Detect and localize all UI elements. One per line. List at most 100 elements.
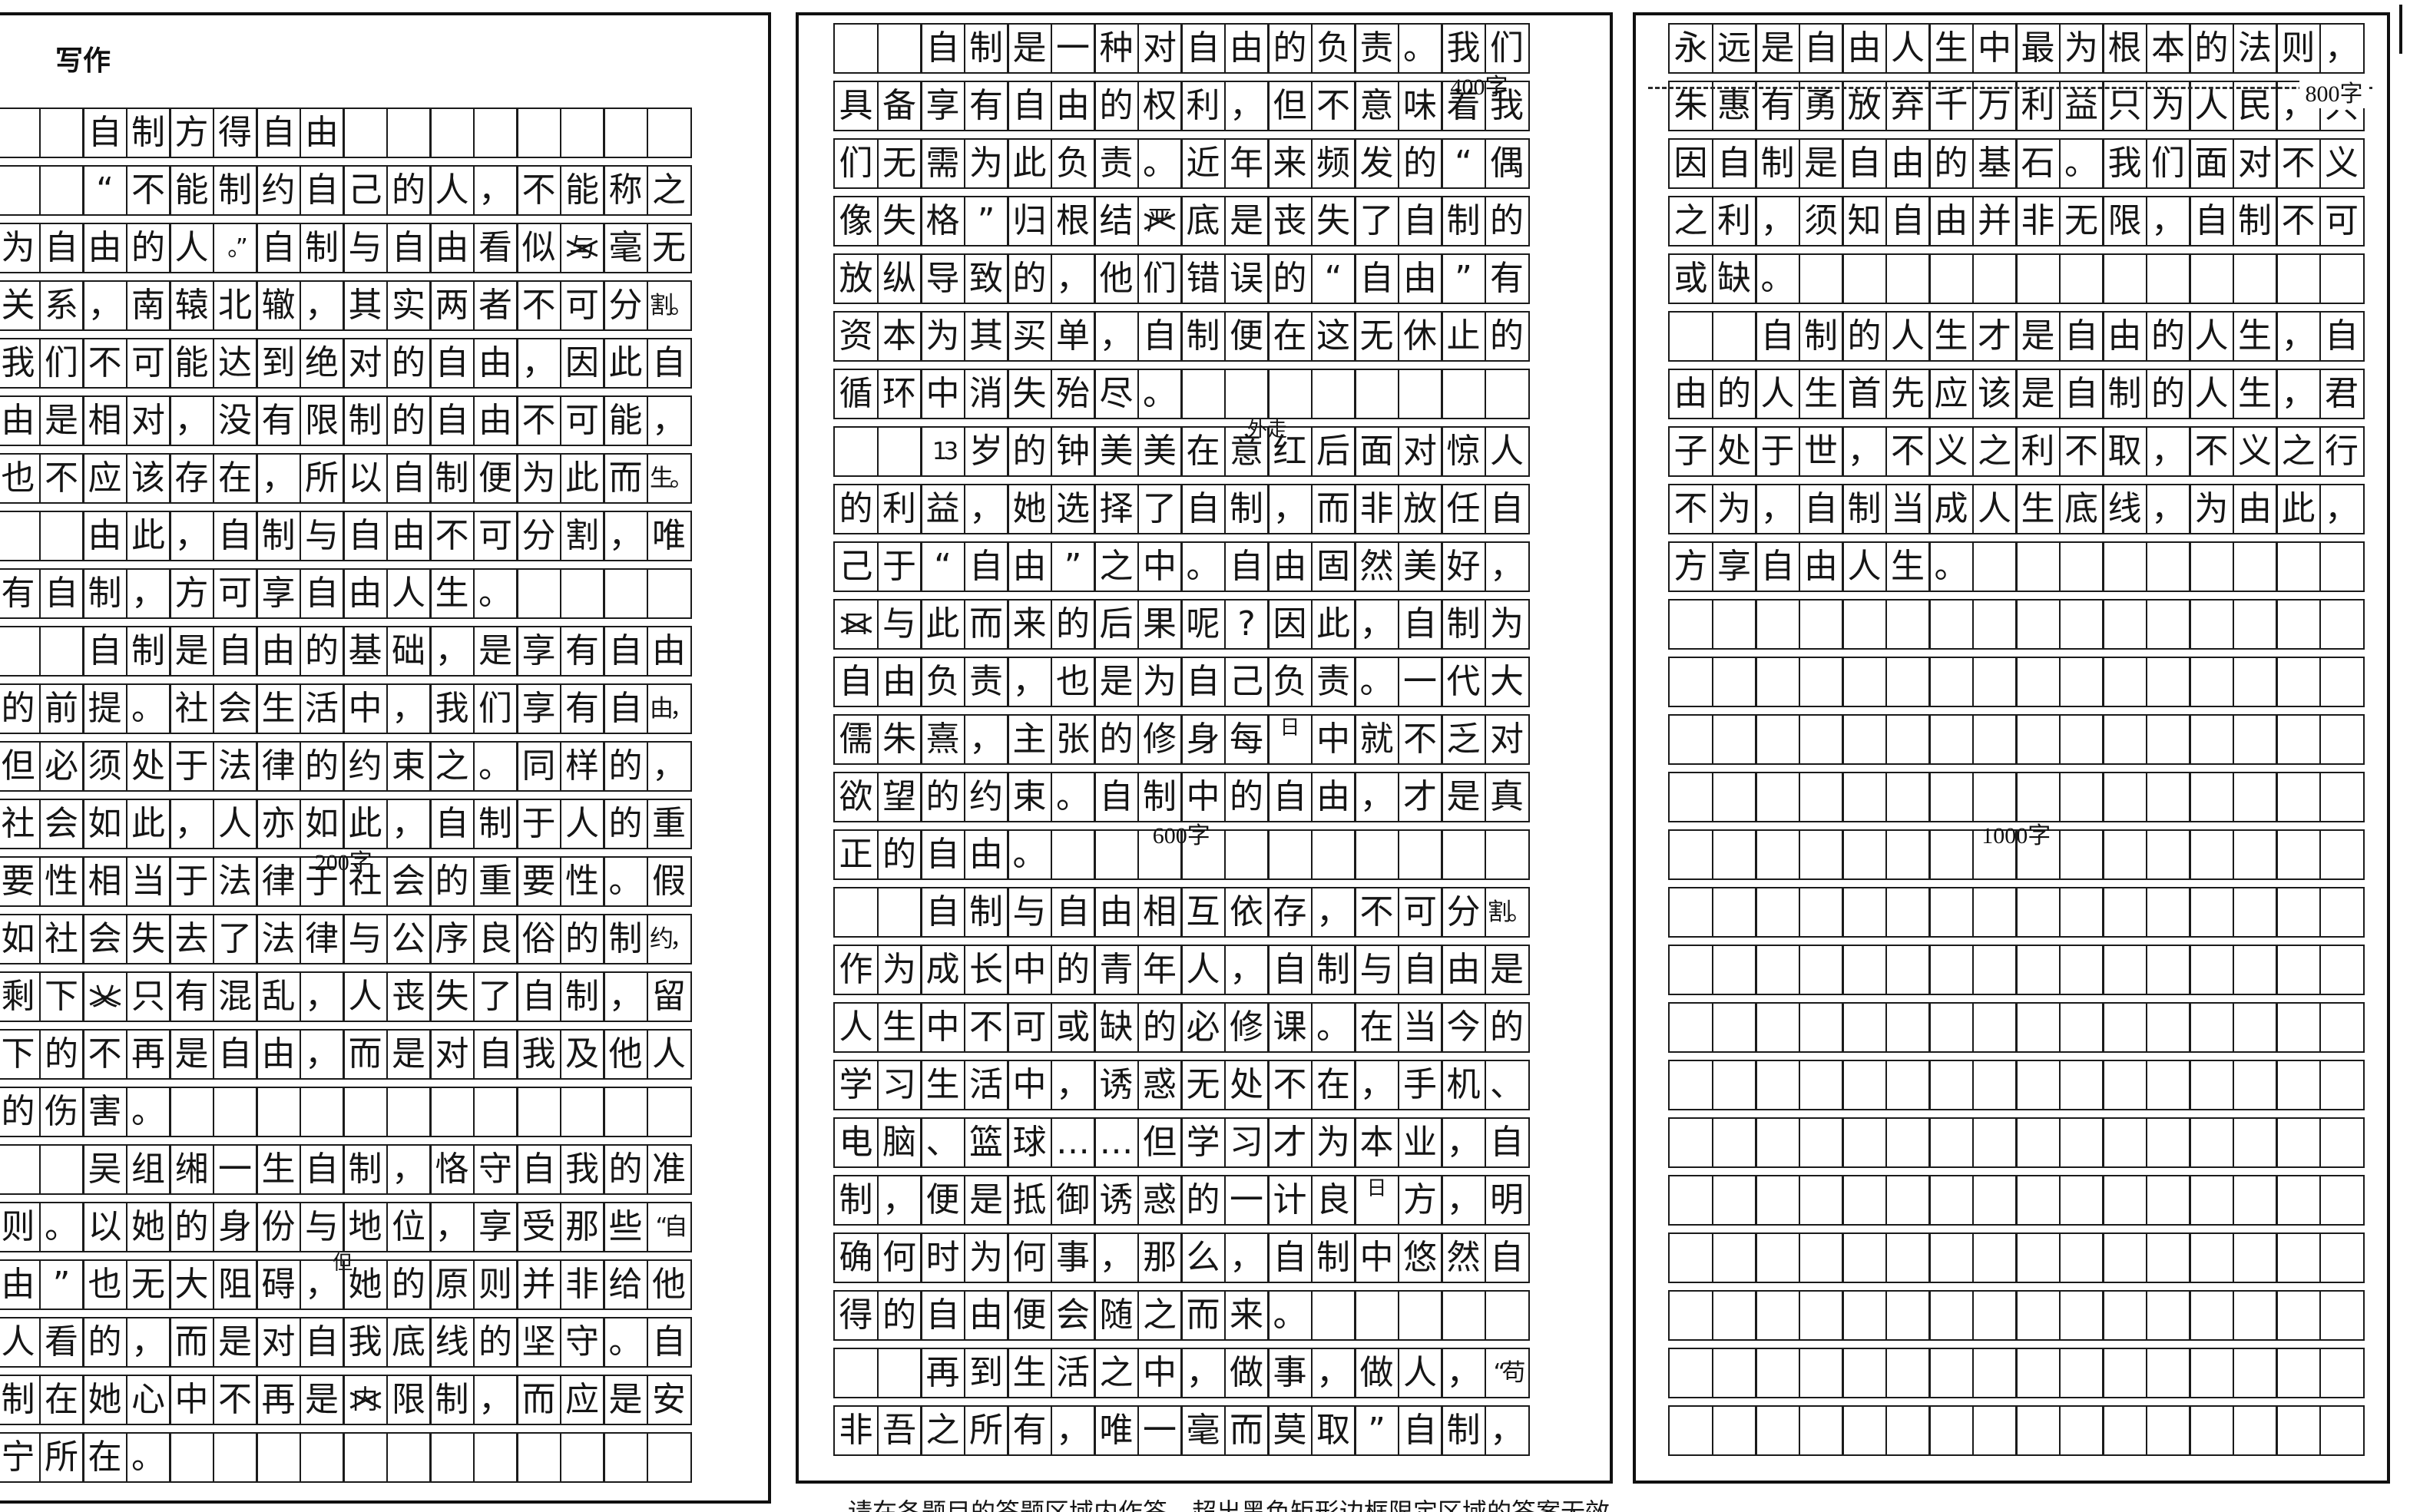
grid-cell [1798,887,1844,938]
grid-cell [2276,1405,2321,1456]
grid-cell: 发 [1354,138,1399,189]
grid-cell [1928,829,1974,880]
grid-cell [2102,1290,2147,1341]
grid-cell: 是 [1755,23,1800,74]
grid-cell: 是 [2015,369,2061,419]
grid-cell [2276,541,2321,592]
grid-cell: 们 [1137,253,1183,304]
grid-cell: 们 [1484,23,1530,74]
grid-cell: 制 [256,511,301,561]
grid-cell: 之 [2276,426,2321,477]
grid-cell: 但 [1267,81,1313,131]
grid-cell: 自 [1180,484,1226,534]
section-label: 写作 [55,45,111,77]
grid-cell: 受 [516,1202,561,1252]
grid-cell: 失 [1007,369,1052,419]
grid-cell: 相 [82,856,127,907]
grid-cell: 底 [386,1317,432,1368]
grid-cell: 。 [1755,253,1800,304]
grid-cell: 与 [1354,945,1399,995]
grid-row [1668,1002,2365,1053]
grid-cell: 其 [963,311,1009,362]
grid-cell [1928,1348,1974,1398]
grid-cell: 之 [646,165,692,216]
grid-cell: 自 [1180,657,1226,707]
grid-cell: ， [1223,1232,1270,1283]
grid-row: 不为，自制当成人生底线，为由此， [1668,484,2365,534]
grid-cell [2145,253,2191,304]
grid-cell: 享 [516,626,561,677]
grid-cell: 根 [2102,23,2147,74]
grid-cell [2189,1405,2234,1456]
grid-cell: 的 [1267,253,1313,304]
grid-cell [2102,945,2147,995]
grid-cell: 与 [559,223,605,273]
grid-cell [2058,657,2104,707]
grid-cell [1441,1290,1486,1341]
grid-cell: 此 [343,799,388,849]
grid-cell: 在 [1180,426,1226,477]
grid-cell [833,887,879,938]
grid-cell: 非 [833,1405,879,1456]
grid-cell: 宁 [0,1432,41,1483]
grid-cell: ” [1441,253,1486,304]
grid-cell: 方 [169,568,214,619]
grid-cell: 是 [1223,196,1270,246]
grid-cell [2319,541,2365,592]
grid-cell: ” [1050,541,1096,592]
grid-cell: 不 [1354,887,1399,938]
grid-cell: 由 [472,395,518,446]
grid-cell: ， [386,799,432,849]
grid-cell: 重 [646,799,692,849]
grid-cell [2015,772,2061,822]
grid-cell: 。 [472,568,518,619]
grid-cell [1668,657,1713,707]
grid-cell: 儒 [833,714,879,765]
grid-row: 自制与自由相互依存，不可分割。 [833,887,1531,938]
grid-cell [833,426,879,477]
grid-cell: 人 [1484,426,1530,477]
grid-cell [1267,829,1313,880]
grid-row: 的伤害。 [0,1087,692,1137]
grid-cell: 自 [1484,1117,1530,1168]
grid-row: 确何时为何事，那么，自制中悠然自 [833,1232,1530,1283]
grid-cell: 今 [1441,1002,1486,1053]
grid-cell: 自 [38,568,84,619]
grid-cell [1842,1117,1887,1168]
grid-cell: 自 [299,165,345,216]
grid-cell: 红 [1267,426,1313,477]
grid-cell [2015,657,2061,707]
grid-cell: 资 [833,311,879,362]
grid-cell: 自 [1050,887,1096,938]
grid-cell: 自 [2058,369,2104,419]
grid-cell: 享 [256,568,301,619]
grid-row: 己于 “自由” 之中。自由固然美好， [833,541,1530,592]
grid-cell: 分 [603,280,648,331]
grid-cell: 是 [2015,311,2061,362]
grid-cell: 如 [299,799,345,849]
grid-cell [2145,1405,2191,1456]
grid-row: 作为成长中的青年人，自制与自由是 [833,945,1530,995]
grid-cell: 该 [1971,369,2018,419]
grid-cell: 不 [38,453,84,504]
grid-cell: 方 [1397,1175,1443,1226]
grid-cell: 们 [833,138,879,189]
grid-cell: 不 [1885,426,1931,477]
grid-cell [2102,1405,2147,1456]
grid-cell: 方 [1668,541,1713,592]
grid-cell: 中 [1180,772,1226,822]
grid-cell: 而 [1223,1405,1270,1456]
grid-cell: 自 [1354,253,1399,304]
grid-cell [2145,1348,2191,1398]
grid-cell: 便 [1007,1290,1052,1341]
grid-cell: 每 [1223,714,1270,765]
grid-cell [2232,772,2278,822]
grid-cell: ， [603,971,648,1022]
grid-cell: 面 [1354,426,1399,477]
grid-cell: 自 [646,338,692,389]
grid-cell [2232,1290,2278,1341]
grid-cell: 制 [212,165,258,216]
grid-cell: 的 [125,223,171,273]
grid-cell: 无 [125,1259,171,1310]
grid-cell: ， [1484,1405,1530,1456]
